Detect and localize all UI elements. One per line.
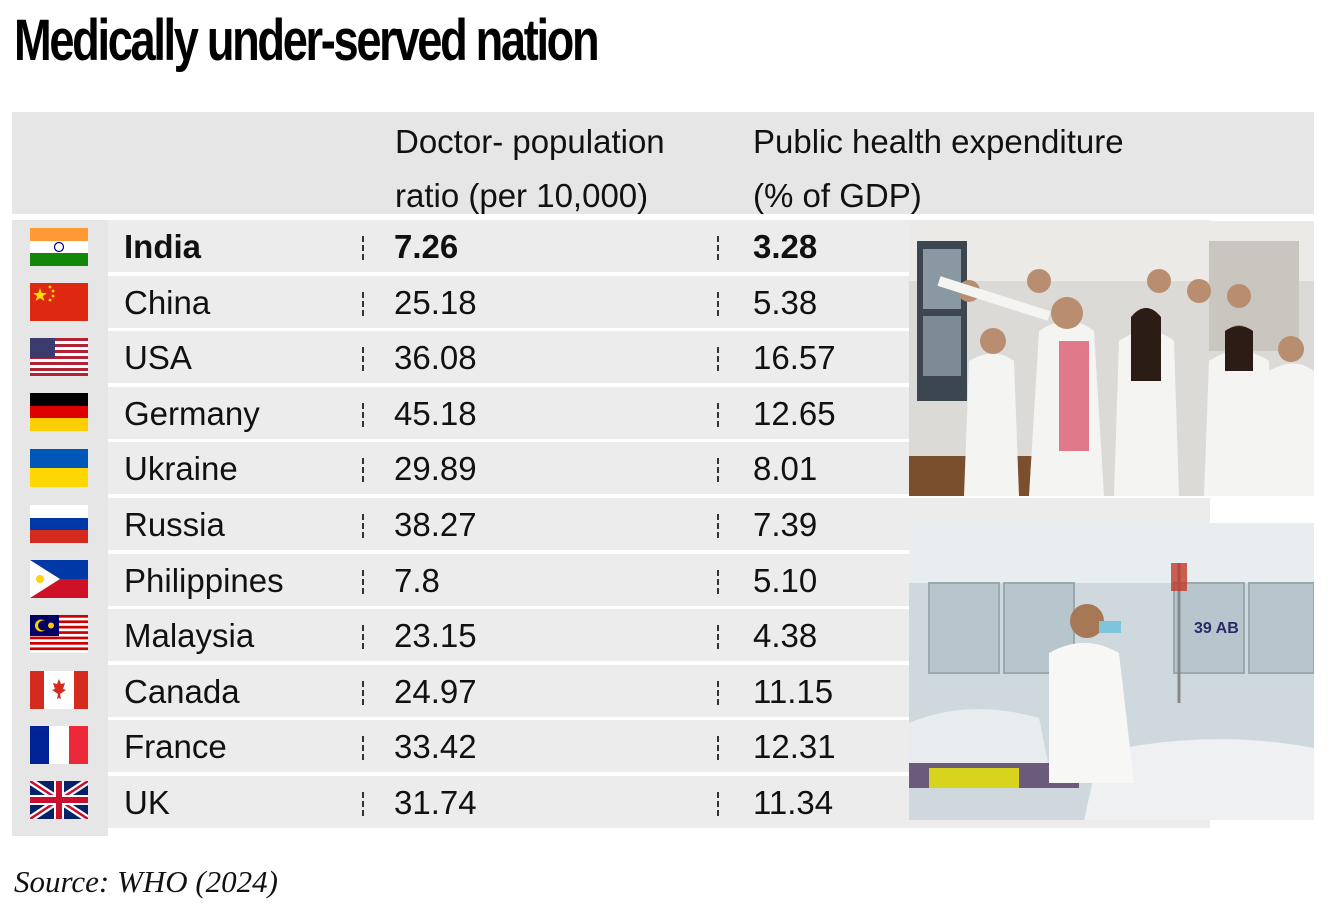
india-flag-icon (30, 228, 88, 266)
column-divider (362, 402, 364, 427)
column-divider (717, 347, 719, 372)
expenditure-value: 12.65 (753, 394, 836, 432)
france-flag-icon (30, 726, 88, 764)
column-divider (717, 402, 719, 427)
country-name: Russia (124, 505, 225, 543)
hospital-ward-photo: 39 AB (909, 523, 1314, 820)
country-name: Philippines (124, 561, 284, 599)
header-exp-line1: Public health expenditure (753, 123, 1124, 160)
uk-flag-icon (30, 781, 88, 819)
expenditure-value: 7.39 (753, 505, 818, 543)
expenditure-value: 11.15 (753, 672, 834, 710)
country-name: Malaysia (124, 617, 255, 655)
doctor-ratio-value: 7.26 (394, 228, 459, 265)
column-divider (362, 513, 364, 538)
expenditure-value: 5.38 (753, 283, 818, 321)
doctor-ratio-value: 45.18 (394, 394, 477, 432)
germany-flag-icon (30, 393, 88, 431)
column-divider (717, 513, 719, 538)
china-flag-icon (30, 283, 88, 321)
column-divider (362, 236, 364, 260)
expenditure-value: 8.01 (753, 450, 818, 488)
ukraine-flag-icon (30, 449, 88, 487)
table-header-band (12, 112, 1314, 214)
doctor-ratio-value: 29.89 (394, 450, 477, 488)
column-divider (362, 736, 364, 761)
column-divider (362, 680, 364, 705)
philippines-flag-icon (30, 560, 88, 598)
column-divider (717, 791, 719, 816)
column-divider (362, 347, 364, 372)
column-divider (717, 458, 719, 483)
doctor-ratio-value: 38.27 (394, 505, 477, 543)
source-note: Source: WHO (2024) (14, 864, 278, 899)
expenditure-value: 12.31 (753, 728, 836, 766)
doctor-ratio-value: 33.42 (394, 728, 477, 766)
usa-flag-icon (30, 338, 88, 376)
page-title: Medically under-served nation (14, 8, 600, 73)
column-divider (717, 569, 719, 594)
column-divider (717, 680, 719, 705)
header-doctor-ratio: Doctor- population ratio (per 10,000) (395, 115, 665, 223)
doctor-ratio-value: 7.8 (394, 561, 440, 599)
canada-flag-icon (30, 671, 88, 709)
russia-flag-icon (30, 505, 88, 543)
country-name: Ukraine (124, 450, 238, 488)
column-divider (362, 625, 364, 650)
column-divider (362, 458, 364, 483)
column-divider (717, 236, 719, 260)
malaysia-flag-icon (30, 615, 88, 653)
column-divider (717, 736, 719, 761)
expenditure-value: 16.57 (753, 339, 836, 377)
doctor-ratio-value: 36.08 (394, 339, 477, 377)
header-exp-line2: (% of GDP) (753, 177, 922, 214)
doctor-ratio-value: 24.97 (394, 672, 477, 710)
column-divider (362, 791, 364, 816)
country-name: Germany (124, 394, 260, 432)
header-doctor-line2: ratio (per 10,000) (395, 177, 649, 214)
column-divider (362, 569, 364, 594)
column-divider (362, 291, 364, 316)
expenditure-value: 11.34 (753, 783, 834, 821)
header-doctor-line1: Doctor- population (395, 123, 665, 160)
column-divider (717, 291, 719, 316)
expenditure-value: 5.10 (753, 561, 818, 599)
expenditure-value: 4.38 (753, 617, 818, 655)
country-name: China (124, 283, 211, 321)
students-xray-photo (909, 221, 1314, 496)
doctor-ratio-value: 31.74 (394, 783, 477, 821)
svg-text:39 AB: 39 AB (1194, 620, 1239, 637)
expenditure-value: 3.28 (753, 228, 818, 265)
country-name: UK (124, 783, 170, 821)
country-name: Canada (124, 672, 240, 710)
doctor-ratio-value: 25.18 (394, 283, 477, 321)
table-row: Russia 38.27 7.39 (108, 497, 1210, 550)
country-name: India (124, 228, 202, 265)
column-divider (717, 625, 719, 650)
country-name: France (124, 728, 227, 766)
header-health-expenditure: Public health expenditure (% of GDP) (753, 115, 1124, 223)
doctor-ratio-value: 23.15 (394, 617, 477, 655)
country-name: USA (124, 339, 192, 377)
